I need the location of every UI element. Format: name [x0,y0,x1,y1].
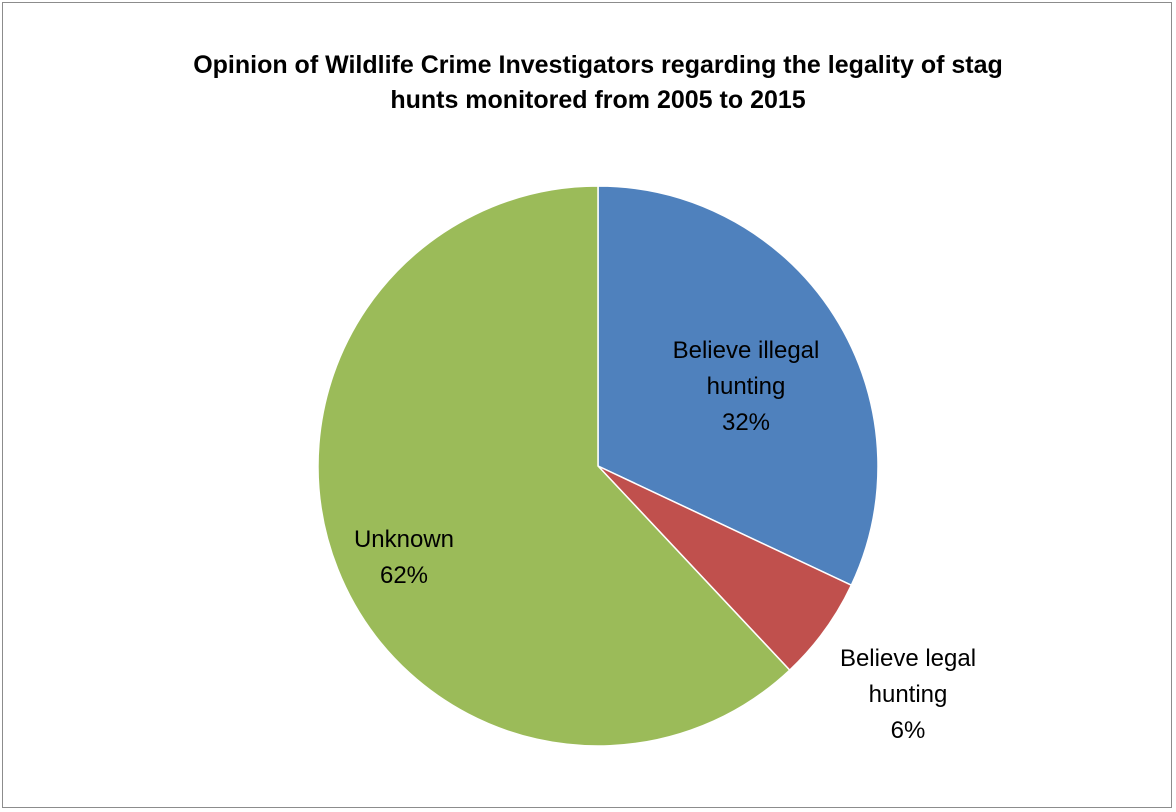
chart-title-line-2: hunts monitored from 2005 to 2015 [390,86,806,114]
slice-label-line: Unknown [354,526,454,553]
slice-label-believe-illegal-hunting: Believe illegal hunting 32% [673,337,820,436]
pie-labels: Believe illegal hunting 32% Believe legal hu… [354,337,976,744]
slice-label-line: 6% [891,717,926,744]
slice-label-line: 62% [380,562,428,589]
slice-label-believe-legal-hunting: Believe legal hunting 6% [840,645,976,744]
slice-label-line: Believe illegal [673,337,820,364]
slice-label-line: hunting [707,373,786,400]
slice-label-unknown: Unknown 62% [354,526,454,589]
pie-slice-believe-illegal-hunting [597,185,879,587]
chart-title-line-1: Opinion of Wildlife Crime Investigators … [193,51,1003,79]
slice-label-line: 32% [722,409,770,436]
slice-label-line: Believe legal [840,645,976,672]
pie-slices [317,185,879,747]
chart-title: Opinion of Wildlife Crime Investigators … [0,48,1176,118]
slice-label-line: hunting [869,681,948,708]
pie-slice-unknown [317,185,791,747]
